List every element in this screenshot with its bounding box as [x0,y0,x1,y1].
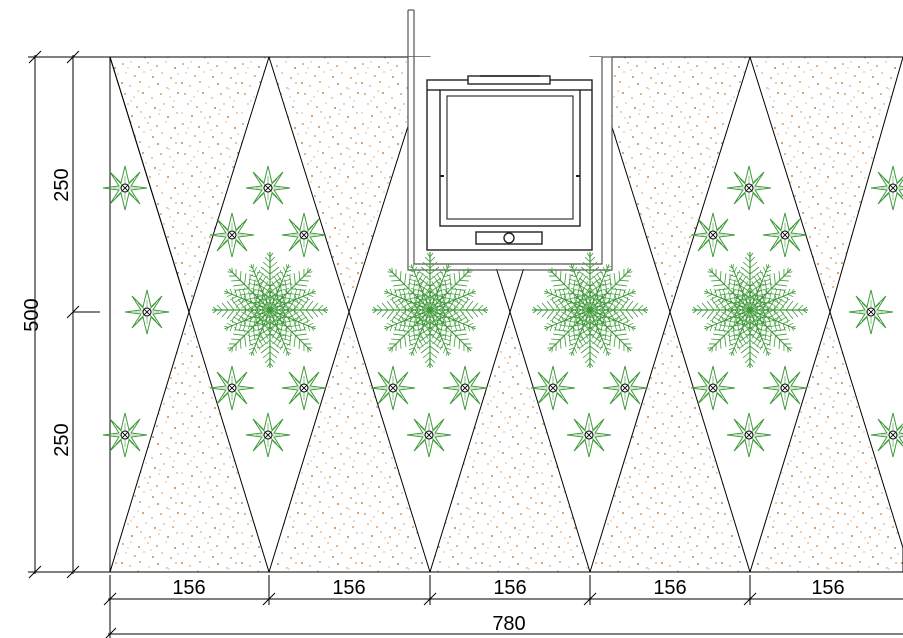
star-plant-icon [848,289,894,335]
star-plant-icon [870,412,903,458]
star-plant-icon [726,412,772,458]
dimension-vertical-upper: 250 [51,168,73,201]
star-plant-icon [762,212,808,258]
dimension-vertical-lower: 250 [51,423,73,456]
star-plant-icon [245,412,291,458]
horizontal-dimensions [103,575,903,638]
fern-plant-icon [692,252,808,368]
star-plant-icon [726,165,772,211]
gravel-triangle [268,310,431,573]
dimension-segment-2: 156 [332,577,365,599]
star-plant-icon [870,165,903,211]
vertical-dimensions [28,50,110,579]
star-plant-icon [281,365,327,411]
gravel-bed-bottom [109,310,903,573]
star-plant-icon [124,289,170,335]
fern-plant-icon [212,252,328,368]
ventilation-window [426,75,593,251]
dimension-horizontal-total: 780 [492,613,525,635]
star-plant-icon [406,412,452,458]
gravel-triangle [589,310,751,573]
dimension-segment-3: 156 [493,577,526,599]
dimension-segment-5: 156 [811,577,844,599]
fern-plant-icon [532,252,648,368]
star-plant-icon [442,365,488,411]
window-handle-icon [503,232,515,244]
fern-plant-icon [372,252,488,368]
star-plant-icon [245,165,291,211]
gravel-triangle [429,310,591,573]
star-plant-icon [762,365,808,411]
gravel-triangle [749,310,903,573]
star-plant-icon [602,365,648,411]
star-plant-icon [281,212,327,258]
dimension-segment-4: 156 [653,577,686,599]
gravel-triangle [109,56,270,314]
dimension-vertical-total: 500 [21,298,43,331]
gravel-triangle [749,56,903,314]
dimension-segment-1: 156 [172,577,205,599]
star-plant-icon [566,412,612,458]
